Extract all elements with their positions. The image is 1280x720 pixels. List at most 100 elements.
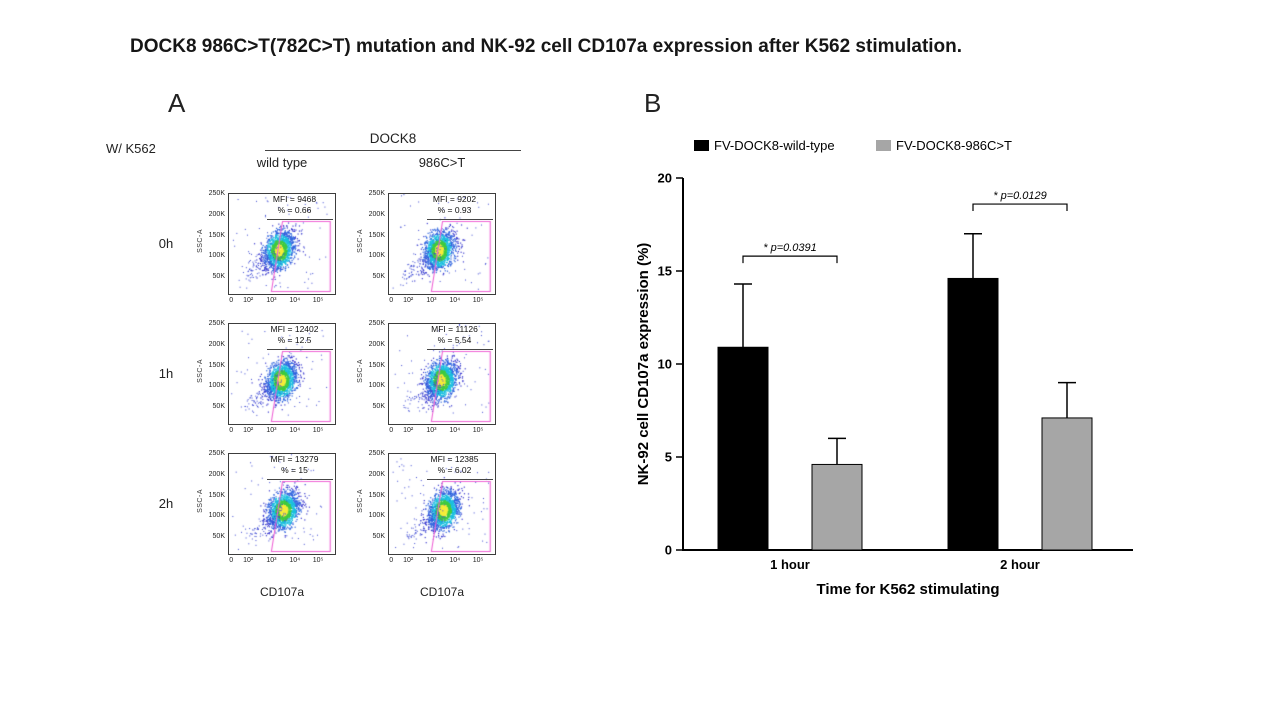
legend-label: FV-DOCK8-986C>T	[896, 138, 1012, 153]
flow-plot-0h-986ct: SSC-A 250K 200K 150K 100K 50K MFI = 9202% = 0.…	[356, 190, 506, 311]
x-axis-title-986ct: CD107a	[419, 585, 465, 599]
mfi-annotation: MFI = 13279% = 15	[255, 454, 334, 477]
bar-986ct	[1041, 417, 1093, 551]
mfi-annotation: MFI = 9468% = 0.66	[255, 194, 334, 217]
x-tick-label: 10³	[426, 297, 437, 304]
x-tick-label: 0	[229, 557, 234, 564]
plot-frame: MFI = 13279% = 15	[228, 453, 336, 555]
bar-wild-type	[717, 346, 769, 551]
x-tick-label: 10⁵	[312, 297, 324, 304]
y-tick-label: 150K	[208, 361, 225, 369]
group-header-underline	[265, 150, 521, 151]
panel-b-label: B	[644, 88, 662, 118]
plot-frame: MFI = 12385% = 6.02	[388, 453, 496, 555]
stats-underline	[267, 349, 333, 350]
x-tick-label: 10³	[426, 557, 437, 564]
panel-a-label: A	[168, 88, 186, 118]
stats-underline	[267, 479, 333, 480]
mfi-value: MFI = 9202	[432, 194, 477, 204]
plot-frame: MFI = 9202% = 0.93	[388, 193, 496, 295]
scatter-canvas	[389, 454, 495, 554]
mfi-annotation: MFI = 11126% = 5.54	[415, 324, 494, 347]
stats-underline	[267, 219, 333, 220]
scatter-canvas	[389, 194, 495, 294]
y-tick-label: 0	[665, 543, 672, 558]
significance-label: * p=0.0391	[763, 242, 817, 254]
y-tick-label: 250K	[208, 190, 225, 197]
flow-plot-2h-986ct: SSC-A 250K 200K 150K 100K 50K MFI = 12385% = 6…	[356, 450, 506, 571]
flow-plot-0h-wild-type: SSC-A 250K 200K 150K 100K 50K MFI = 9468% = 0.…	[196, 190, 346, 311]
x-tick-label: 10²	[403, 427, 414, 434]
percent-value: % = 0.66	[277, 205, 312, 216]
y-axis-title: NK-92 cell CD107a expression (%)	[635, 243, 652, 486]
mfi-annotation: MFI = 12385% = 6.02	[415, 454, 494, 477]
y-tick-label: 15	[658, 264, 672, 279]
scatter-canvas	[229, 454, 335, 554]
flow-plot-2h-wild-type: SSC-A 250K 200K 150K 100K 50K MFI = 13279% = 1…	[196, 450, 346, 571]
y-tick-label: 250K	[368, 450, 385, 457]
x-tick-label: 10⁴	[449, 557, 461, 564]
y-tick-label: 100K	[368, 252, 385, 260]
legend-swatch	[694, 140, 709, 151]
row-label-2h: 2h	[158, 496, 174, 511]
y-tick-label: 200K	[208, 470, 225, 478]
x-tick-label: 10⁴	[449, 297, 461, 304]
bar-chart: 0 5 10 15 20 1 hour 2 hour * p=0.0391 * p=0.0129…	[635, 138, 1133, 598]
mfi-value: MFI = 12385	[430, 454, 479, 464]
y-tick-label: 100K	[208, 382, 225, 390]
y-tick-label: 50K	[372, 273, 385, 281]
x-tick-label: 10⁴	[289, 557, 301, 564]
x-axis-title: Time for K562 stimulating	[816, 581, 999, 598]
y-tick-label: 50K	[212, 533, 225, 541]
y-tick-label: 250K	[208, 320, 225, 327]
y-tick-label: 5	[665, 450, 672, 465]
x-tick-label: 0	[229, 427, 234, 434]
x-tick-label: 10⁵	[472, 427, 484, 434]
y-tick-label: 200K	[208, 340, 225, 348]
legend-label: FV-DOCK8-wild-type	[714, 138, 835, 153]
plot-frame: MFI = 12402% = 12.5	[228, 323, 336, 425]
y-tick-label: 150K	[368, 491, 385, 499]
y-tick-label: 150K	[368, 361, 385, 369]
y-tick-label: 250K	[208, 450, 225, 457]
row-label-1h: 1h	[158, 366, 174, 381]
group-header: DOCK8	[369, 131, 417, 146]
column-label-986ct: 986C>T	[418, 155, 466, 170]
mfi-value: MFI = 12402	[270, 324, 319, 334]
x-tick-label: 0	[389, 297, 394, 304]
percent-value: % = 5.54	[437, 335, 472, 346]
x-tick-label: 10⁴	[289, 297, 301, 304]
x-tick-label: 0	[389, 557, 394, 564]
percent-value: % = 15	[281, 465, 308, 476]
y-tick-label: 250K	[368, 190, 385, 197]
scatter-canvas	[229, 324, 335, 424]
x-tick-label: 10⁴	[289, 427, 301, 434]
mfi-value: MFI = 11126	[431, 324, 478, 334]
bar-wild-type	[947, 277, 999, 551]
x-tick-label: 10²	[243, 557, 254, 564]
y-tick-label: 150K	[368, 231, 385, 239]
x-tick-label: 10³	[266, 557, 277, 564]
stats-underline	[427, 479, 493, 480]
figure-title: DOCK8 986C>T(782C>T) mutation and NK-92 …	[130, 36, 963, 57]
x-tick-label: 10²	[403, 297, 414, 304]
mfi-value: MFI = 9468	[272, 194, 317, 204]
y-tick-label: 200K	[368, 340, 385, 348]
condition-label: W/ K562	[106, 141, 156, 156]
stats-underline	[427, 349, 493, 350]
plot-frame: MFI = 9468% = 0.66	[228, 193, 336, 295]
y-tick-label: 20	[658, 171, 672, 186]
y-tick-label: 100K	[368, 382, 385, 390]
percent-value: % = 12.5	[277, 335, 312, 346]
y-tick-label: 100K	[208, 512, 225, 520]
y-tick-label: 200K	[368, 210, 385, 218]
y-tick-label: 50K	[212, 273, 225, 281]
mfi-value: MFI = 13279	[270, 454, 319, 464]
mfi-annotation: MFI = 12402% = 12.5	[255, 324, 334, 347]
y-tick-label: 50K	[212, 403, 225, 411]
x-tick-label: 10⁵	[472, 557, 484, 564]
y-tick-label: 150K	[208, 491, 225, 499]
x-category-label: 2 hour	[1000, 557, 1040, 572]
flow-plot-1h-986ct: SSC-A 250K 200K 150K 100K 50K MFI = 11126% = 5…	[356, 320, 506, 441]
